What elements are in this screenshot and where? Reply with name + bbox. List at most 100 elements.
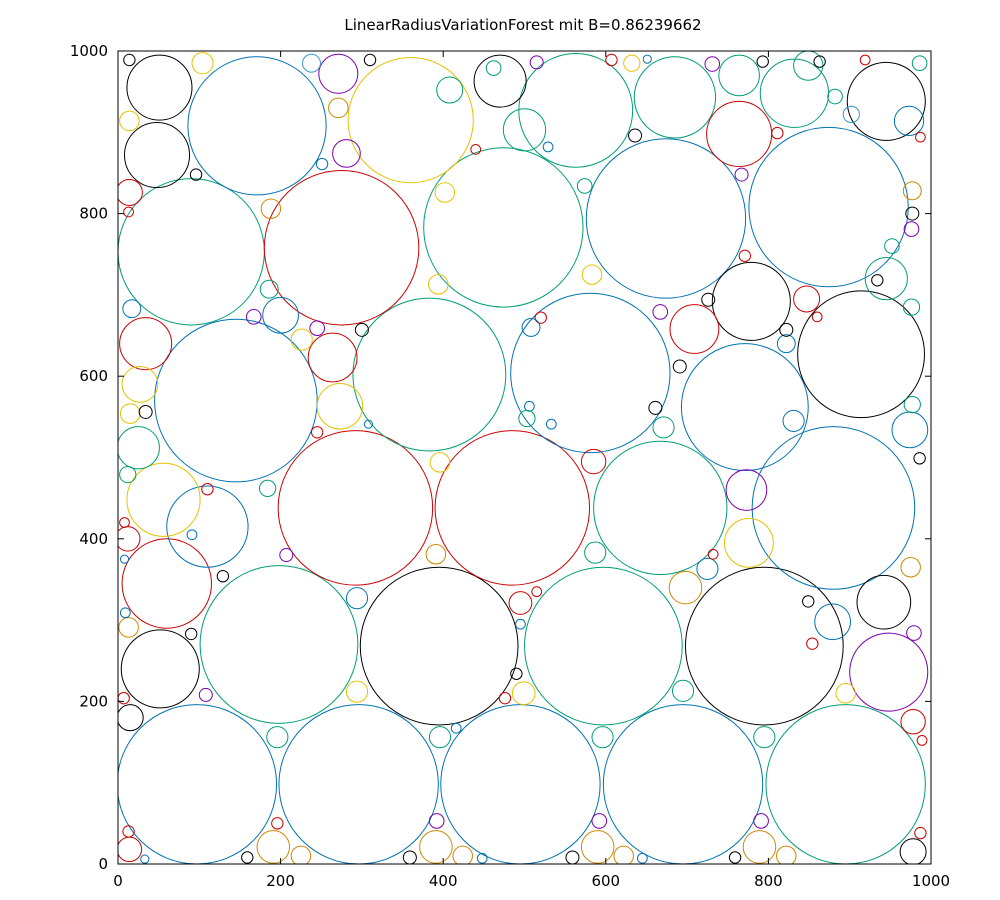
circle-mark bbox=[903, 221, 920, 237]
circle-mark bbox=[893, 105, 925, 137]
circle-mark bbox=[864, 257, 908, 301]
circle-mark bbox=[302, 53, 321, 73]
circle-mark bbox=[518, 409, 536, 428]
axis-ticks: 0 200 400 600 800 1000 0 200 400 600 800 1000 bbox=[70, 42, 950, 890]
circle-mark bbox=[835, 683, 856, 704]
circle-mark bbox=[309, 320, 326, 337]
circle-mark bbox=[470, 143, 482, 155]
x-tick-label: 1000 bbox=[912, 872, 950, 890]
circle-mark bbox=[900, 556, 921, 578]
circle-mark bbox=[118, 426, 160, 470]
circle-mark bbox=[450, 722, 462, 734]
circle-mark bbox=[345, 680, 369, 703]
circle-mark bbox=[652, 416, 675, 439]
circle-mark bbox=[290, 328, 313, 351]
x-tick-label: 600 bbox=[591, 872, 620, 890]
circle-mark bbox=[806, 637, 819, 650]
circle-mark bbox=[704, 56, 721, 72]
circle-mark bbox=[256, 830, 291, 864]
circle-mark bbox=[429, 452, 451, 473]
circle-mark bbox=[126, 54, 193, 121]
circle-mark bbox=[542, 141, 554, 153]
circle-mark bbox=[779, 322, 794, 337]
circle-mark bbox=[307, 332, 358, 383]
circle-mark bbox=[119, 607, 131, 619]
circle-mark bbox=[899, 838, 927, 864]
circle-mark bbox=[728, 851, 742, 864]
circle-mark bbox=[518, 52, 634, 168]
circle-mark bbox=[903, 396, 921, 414]
circle-mark bbox=[434, 430, 591, 586]
circle-mark bbox=[906, 625, 922, 641]
circle-mark bbox=[884, 238, 900, 254]
circle-mark bbox=[363, 419, 373, 429]
circle-mark bbox=[642, 54, 652, 64]
circle-mark bbox=[198, 687, 213, 702]
circle-mark bbox=[428, 274, 449, 295]
y-tick-label: 1000 bbox=[70, 42, 108, 60]
circle-mark bbox=[166, 485, 249, 568]
circle-mark bbox=[648, 400, 663, 415]
circle-mark bbox=[123, 206, 134, 218]
circle-mark bbox=[263, 170, 420, 326]
circle-mark bbox=[802, 595, 815, 608]
circle-mark bbox=[259, 279, 279, 299]
circle-mark bbox=[436, 76, 464, 104]
circle-mark bbox=[119, 110, 140, 132]
circle-mark bbox=[332, 139, 361, 168]
y-tick-label: 0 bbox=[98, 855, 108, 873]
circle-mark bbox=[738, 249, 752, 263]
circle-mark bbox=[756, 55, 769, 68]
chart-title: LinearRadiusVariationForest mit B=0.8623… bbox=[344, 16, 701, 34]
circle-mark bbox=[122, 825, 135, 838]
circle-mark bbox=[119, 317, 173, 371]
circle-mark bbox=[345, 587, 369, 610]
circle-mark bbox=[725, 469, 768, 511]
circle-mark bbox=[352, 297, 507, 452]
circle-mark bbox=[245, 309, 262, 325]
circle-mark bbox=[753, 813, 769, 829]
circle-mark bbox=[585, 138, 747, 299]
circle-mark bbox=[701, 292, 716, 307]
circle-mark bbox=[290, 845, 312, 864]
circle-mark bbox=[515, 618, 526, 630]
circle-mark bbox=[428, 813, 445, 829]
circle-mark bbox=[119, 465, 137, 484]
circle-mark bbox=[508, 591, 533, 615]
y-tick-label: 200 bbox=[79, 692, 108, 710]
circle-mark bbox=[354, 322, 369, 337]
circle-mark bbox=[199, 565, 359, 724]
y-tick-label: 600 bbox=[79, 367, 108, 385]
circle-mark bbox=[189, 168, 203, 181]
circle-mark bbox=[347, 57, 474, 184]
circle-mark bbox=[628, 128, 643, 143]
x-tick-label: 0 bbox=[113, 872, 123, 890]
circle-mark bbox=[581, 264, 603, 285]
circle-mark bbox=[742, 830, 777, 864]
circle-mark bbox=[260, 198, 282, 219]
circle-mark bbox=[216, 570, 230, 583]
circle-mark bbox=[680, 343, 809, 472]
circle-mark bbox=[623, 54, 641, 72]
circle-mark bbox=[258, 479, 277, 498]
circle-mark bbox=[476, 852, 488, 864]
circle-mark bbox=[241, 851, 254, 864]
circle-mark bbox=[529, 55, 544, 70]
circle-mark bbox=[613, 845, 634, 864]
circle-mark bbox=[191, 52, 214, 75]
circle-mark bbox=[534, 311, 547, 324]
circle-mark bbox=[580, 830, 615, 864]
circle-mark bbox=[119, 517, 130, 528]
y-tick-label: 800 bbox=[79, 205, 108, 223]
circle-mark bbox=[913, 452, 926, 465]
circle-mark bbox=[124, 122, 191, 189]
circle-mark bbox=[856, 574, 912, 630]
circle-mark bbox=[120, 629, 200, 709]
circle-mark bbox=[510, 667, 523, 680]
circle-mark bbox=[684, 566, 844, 726]
circle-mark bbox=[262, 296, 299, 334]
circle-mark bbox=[707, 548, 719, 560]
circle-mark bbox=[718, 54, 760, 97]
circle-mark bbox=[902, 298, 921, 316]
